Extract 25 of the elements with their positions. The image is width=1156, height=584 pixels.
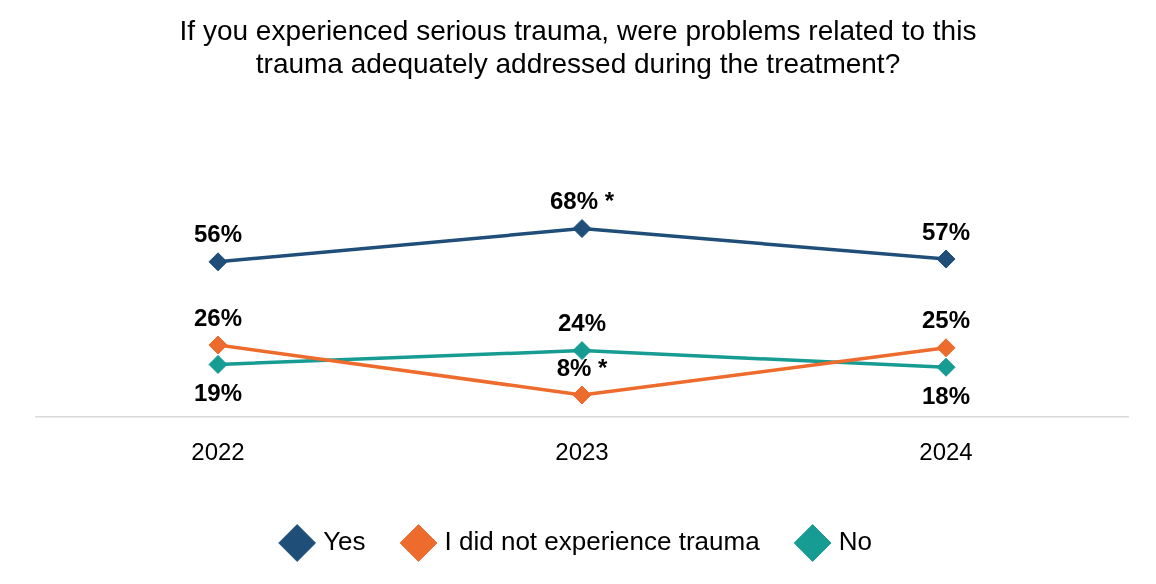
data-label: 8% * (556, 353, 608, 381)
legend-label: I did not experience trauma (444, 526, 761, 557)
point (572, 341, 592, 361)
point (208, 252, 228, 272)
point (208, 335, 228, 355)
point (936, 249, 956, 269)
point (936, 357, 956, 377)
chart-title: If you experienced serious trauma, were problems related to this trauma adequately addressed during the treatment? (179, 14, 977, 79)
data-label: 26% (193, 303, 243, 331)
data-label: 18% (921, 381, 971, 409)
data-label: 57% (921, 217, 971, 245)
point (936, 338, 956, 358)
legend-label: No (838, 526, 872, 557)
data-label: 56% (193, 220, 243, 248)
data-label: 24% (557, 309, 607, 337)
x-tick-label: 2022 (191, 438, 245, 466)
data-label: 25% (921, 306, 971, 334)
point (572, 219, 592, 239)
data-label: 68% * (549, 187, 615, 215)
point (572, 385, 592, 405)
x-tick-label: 2024 (919, 438, 973, 466)
data-label: 19% (193, 379, 243, 407)
legend-label: Yes (323, 526, 366, 557)
x-tick-label: 2023 (555, 438, 609, 466)
point (208, 354, 228, 374)
